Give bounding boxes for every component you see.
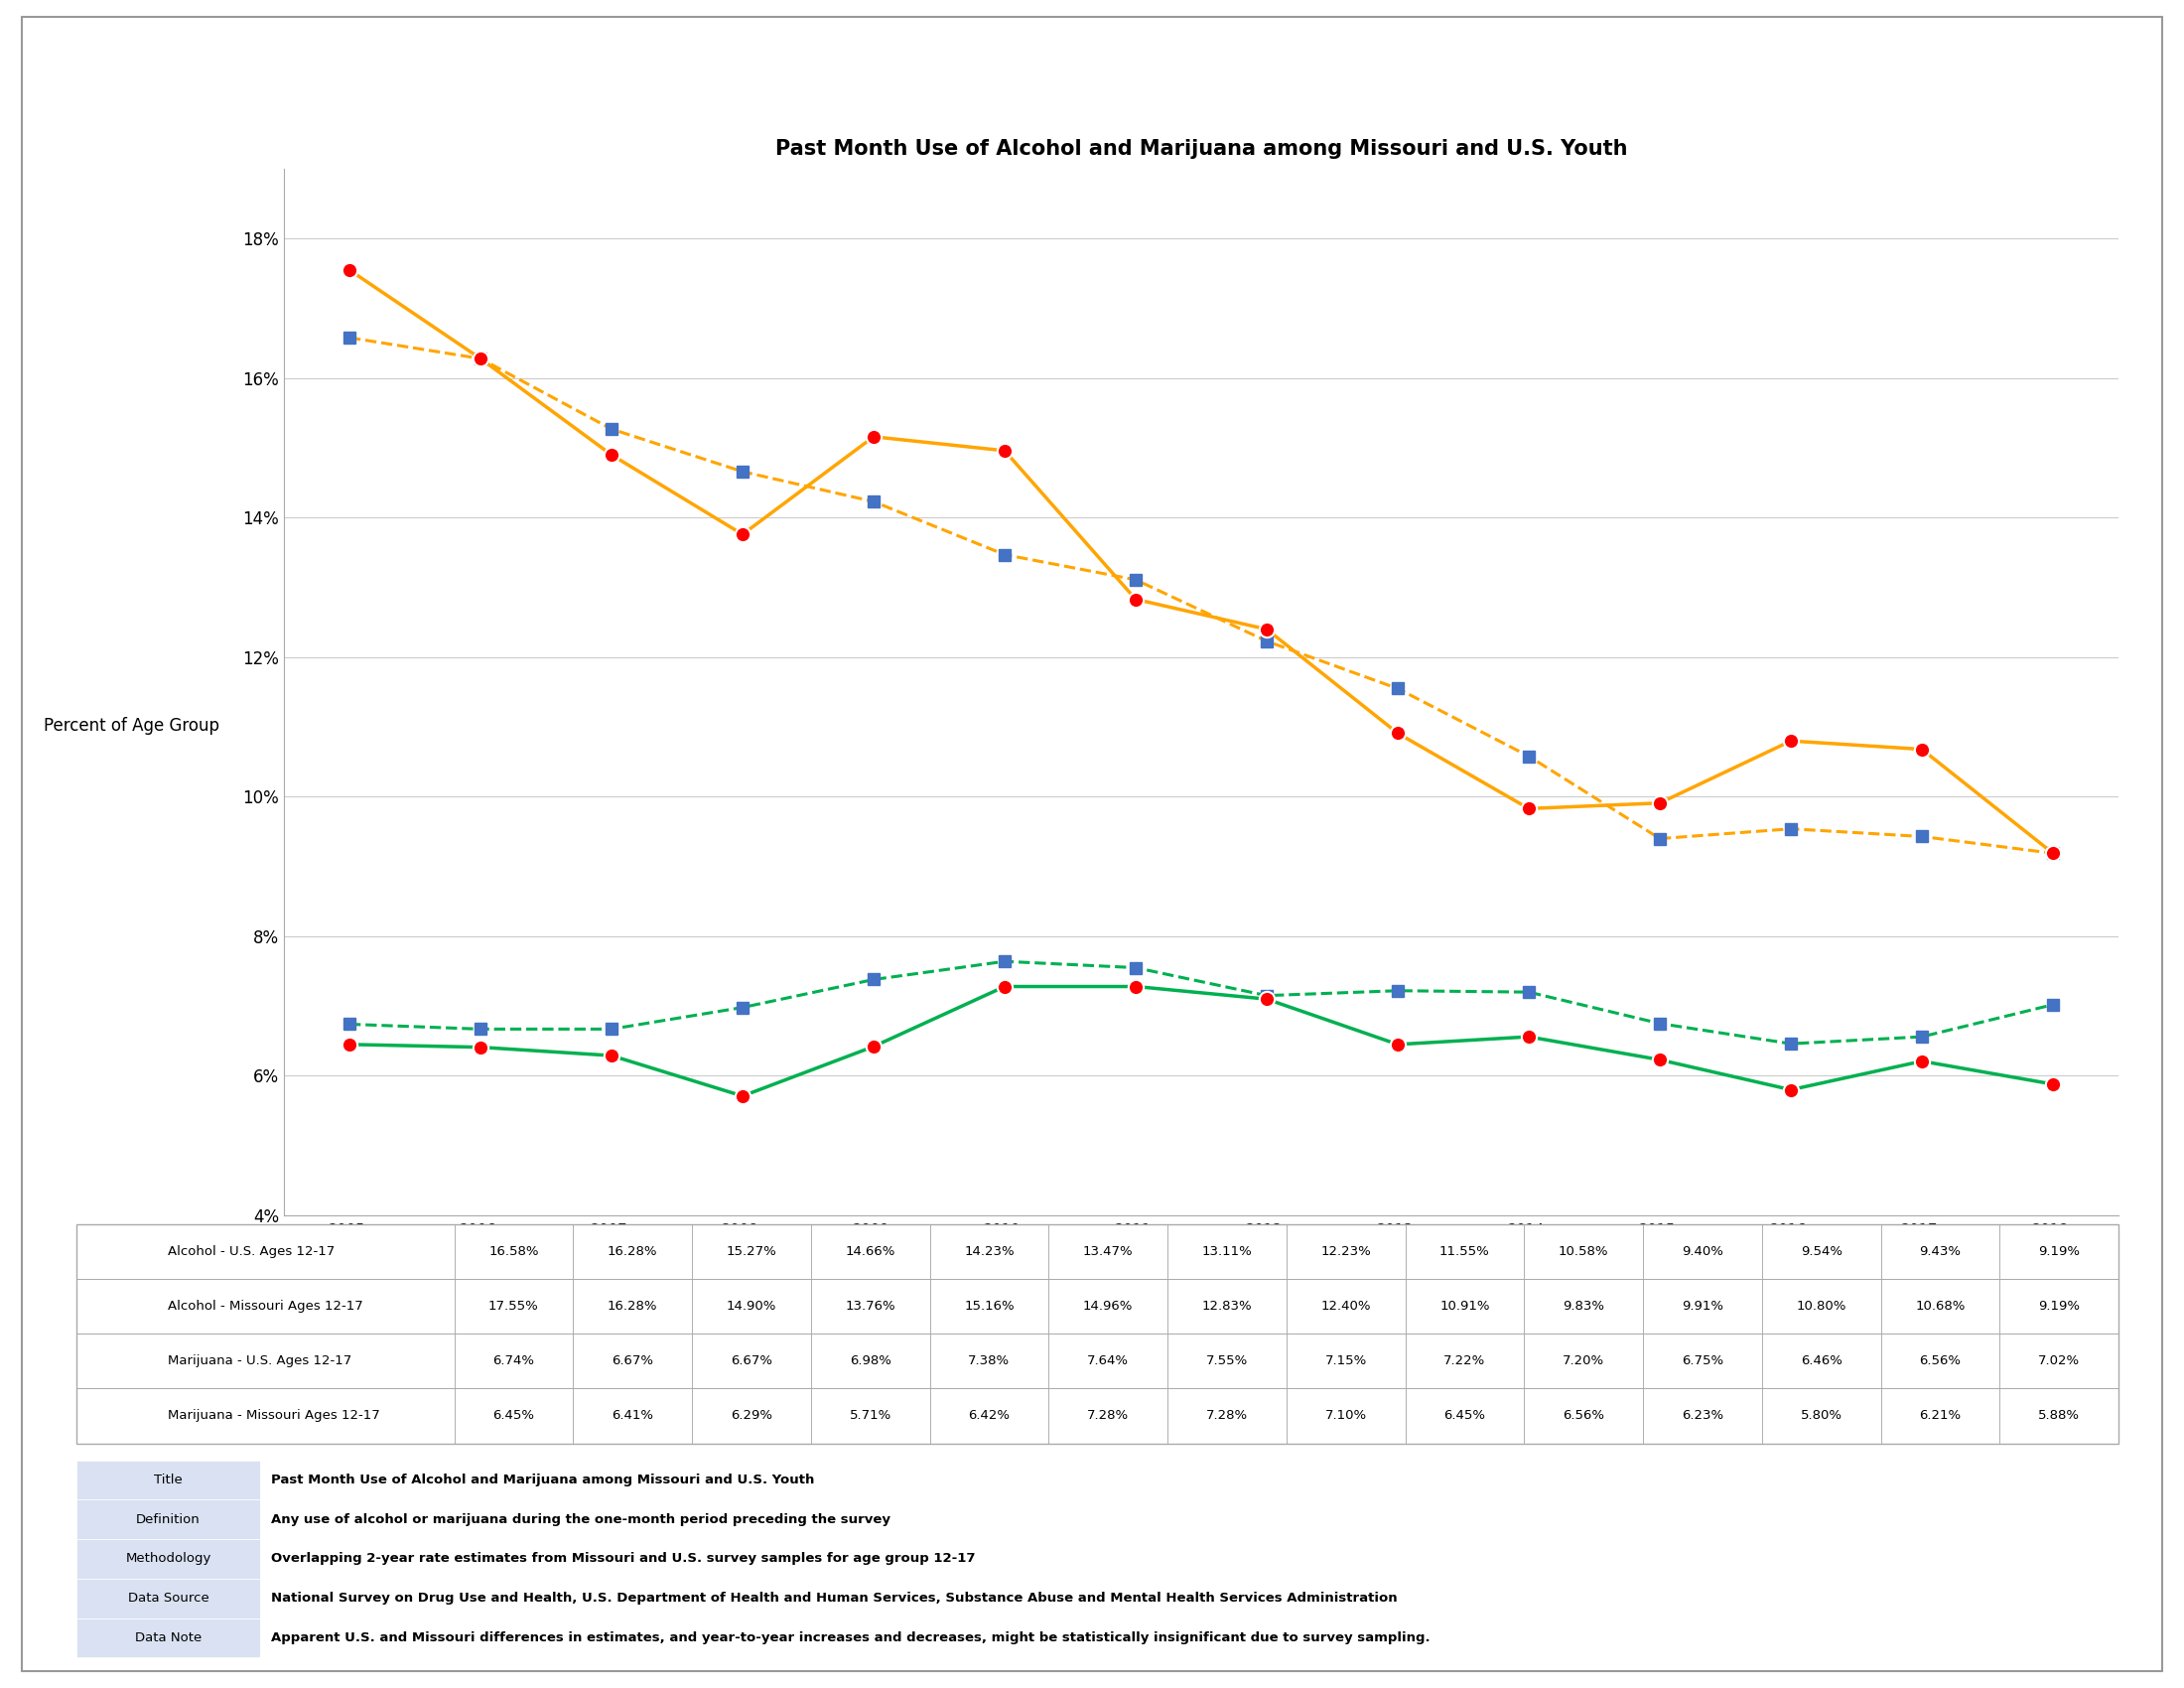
Text: Data Note: Data Note <box>135 1631 201 1644</box>
Text: 9.40%: 9.40% <box>1682 1244 1723 1258</box>
Text: 16.58%: 16.58% <box>489 1244 539 1258</box>
Text: 6.45%: 6.45% <box>1444 1409 1485 1423</box>
Text: 12.23%: 12.23% <box>1321 1244 1372 1258</box>
Text: 6.46%: 6.46% <box>1800 1354 1841 1367</box>
Text: 7.64%: 7.64% <box>1088 1354 1129 1367</box>
Text: 7.38%: 7.38% <box>968 1354 1009 1367</box>
Text: Alcohol - Missouri Ages 12-17: Alcohol - Missouri Ages 12-17 <box>168 1300 363 1313</box>
Text: 6.42%: 6.42% <box>968 1409 1009 1423</box>
Text: Title: Title <box>155 1474 183 1487</box>
Text: 6.56%: 6.56% <box>1920 1354 1961 1367</box>
Text: 6.75%: 6.75% <box>1682 1354 1723 1367</box>
Text: Definition: Definition <box>135 1512 201 1526</box>
Text: 15.16%: 15.16% <box>963 1300 1013 1313</box>
Text: 17.55%: 17.55% <box>489 1300 539 1313</box>
Text: 12.83%: 12.83% <box>1201 1300 1251 1313</box>
Text: 9.91%: 9.91% <box>1682 1300 1723 1313</box>
Text: 9.19%: 9.19% <box>2038 1300 2079 1313</box>
Text: 6.41%: 6.41% <box>612 1409 653 1423</box>
Text: Percent of Age Group: Percent of Age Group <box>44 717 218 734</box>
Text: Past Month Use of Alcohol and Marijuana among Missouri and U.S. Youth: Past Month Use of Alcohol and Marijuana … <box>271 1474 815 1487</box>
Text: 9.54%: 9.54% <box>1800 1244 1841 1258</box>
Text: 5.88%: 5.88% <box>2038 1409 2079 1423</box>
Text: 6.29%: 6.29% <box>732 1409 773 1423</box>
Text: 13.47%: 13.47% <box>1083 1244 1133 1258</box>
Text: 6.67%: 6.67% <box>612 1354 653 1367</box>
Text: 10.80%: 10.80% <box>1795 1300 1845 1313</box>
Text: Any use of alcohol or marijuana during the one-month period preceding the survey: Any use of alcohol or marijuana during t… <box>271 1512 891 1526</box>
Text: Apparent U.S. and Missouri differences in estimates, and year-to-year increases : Apparent U.S. and Missouri differences i… <box>271 1631 1431 1644</box>
Text: 14.90%: 14.90% <box>727 1300 775 1313</box>
Text: 6.56%: 6.56% <box>1564 1409 1605 1423</box>
Text: 7.15%: 7.15% <box>1326 1354 1367 1367</box>
Text: 13.76%: 13.76% <box>845 1300 895 1313</box>
Text: 9.19%: 9.19% <box>2038 1244 2079 1258</box>
Text: 7.28%: 7.28% <box>1088 1409 1129 1423</box>
Text: 6.74%: 6.74% <box>494 1354 535 1367</box>
Text: 7.28%: 7.28% <box>1206 1409 1247 1423</box>
Text: 9.83%: 9.83% <box>1564 1300 1605 1313</box>
Text: Overlapping 2-year rate estimates from Missouri and U.S. survey samples for age : Overlapping 2-year rate estimates from M… <box>271 1553 976 1565</box>
Text: 6.98%: 6.98% <box>850 1354 891 1367</box>
Text: 6.67%: 6.67% <box>732 1354 773 1367</box>
Text: 10.91%: 10.91% <box>1439 1300 1489 1313</box>
Text: 7.02%: 7.02% <box>2038 1354 2079 1367</box>
Text: 15.27%: 15.27% <box>727 1244 778 1258</box>
Text: 9.43%: 9.43% <box>1920 1244 1961 1258</box>
Text: Marijuana - U.S. Ages 12-17: Marijuana - U.S. Ages 12-17 <box>168 1354 352 1367</box>
Text: 14.23%: 14.23% <box>963 1244 1013 1258</box>
Text: 10.58%: 10.58% <box>1559 1244 1610 1258</box>
Text: 16.28%: 16.28% <box>607 1300 657 1313</box>
Text: 7.22%: 7.22% <box>1444 1354 1485 1367</box>
Text: 16.28%: 16.28% <box>607 1244 657 1258</box>
Text: 12.40%: 12.40% <box>1321 1300 1372 1313</box>
Text: 14.96%: 14.96% <box>1083 1300 1133 1313</box>
Text: 5.71%: 5.71% <box>850 1409 891 1423</box>
Text: 7.20%: 7.20% <box>1562 1354 1605 1367</box>
Text: 6.23%: 6.23% <box>1682 1409 1723 1423</box>
Text: National Survey on Drug Use and Health, U.S. Department of Health and Human Serv: National Survey on Drug Use and Health, … <box>271 1592 1398 1605</box>
Text: 7.55%: 7.55% <box>1206 1354 1247 1367</box>
Text: Alcohol - U.S. Ages 12-17: Alcohol - U.S. Ages 12-17 <box>168 1244 334 1258</box>
Text: 7.10%: 7.10% <box>1326 1409 1367 1423</box>
Text: Marijuana - Missouri Ages 12-17: Marijuana - Missouri Ages 12-17 <box>168 1409 380 1423</box>
Text: 13.11%: 13.11% <box>1201 1244 1251 1258</box>
Text: 6.45%: 6.45% <box>494 1409 535 1423</box>
Title: Past Month Use of Alcohol and Marijuana among Missouri and U.S. Youth: Past Month Use of Alcohol and Marijuana … <box>775 138 1627 159</box>
Text: Methodology: Methodology <box>124 1553 212 1565</box>
Text: 14.66%: 14.66% <box>845 1244 895 1258</box>
Text: 6.21%: 6.21% <box>1920 1409 1961 1423</box>
Text: Data Source: Data Source <box>127 1592 210 1605</box>
Text: 11.55%: 11.55% <box>1439 1244 1489 1258</box>
Text: 10.68%: 10.68% <box>1915 1300 1966 1313</box>
Text: 5.80%: 5.80% <box>1800 1409 1841 1423</box>
